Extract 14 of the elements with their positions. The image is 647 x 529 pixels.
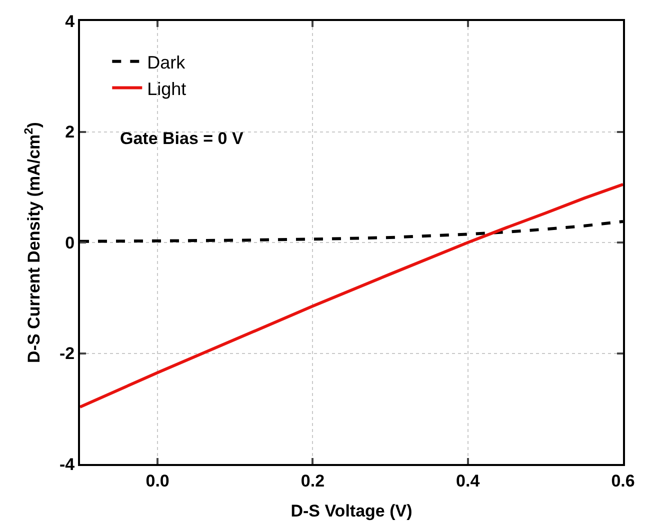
y-tick-label: 4 — [65, 12, 76, 31]
line-series — [80, 182, 623, 408]
x-tick-label: 0.4 — [456, 471, 480, 490]
x-tick-label: 0.2 — [300, 471, 325, 490]
y-tick-label: -4 — [59, 454, 76, 474]
legend-label: Light — [147, 78, 186, 99]
x-tick-label: 0.6 — [611, 471, 635, 490]
y-tick-label: -2 — [59, 344, 75, 364]
x-tick-label: 0.0 — [146, 471, 170, 490]
legend-label: Dark — [147, 52, 186, 72]
annotation: Gate Bias = 0 V — [120, 129, 244, 148]
y-tick-label: 0 — [65, 233, 75, 252]
x-axis-title: D-S Voltage (V) — [290, 501, 412, 520]
y-tick-label: 2 — [65, 122, 75, 142]
